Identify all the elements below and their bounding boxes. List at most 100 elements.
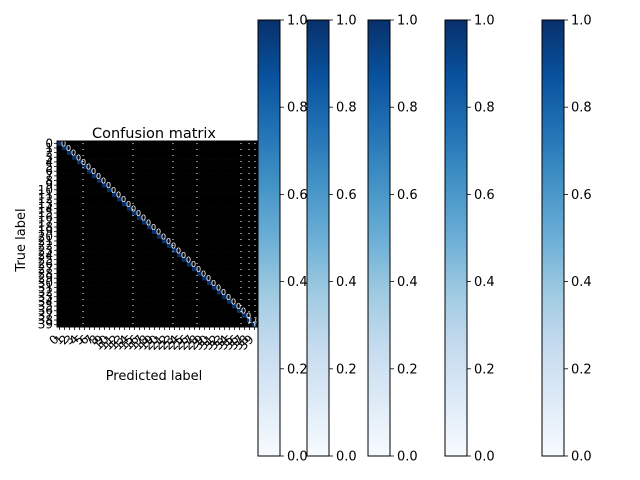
matrix-cell [102, 252, 108, 258]
cell-value-text: 0 [211, 279, 216, 288]
matrix-cell [57, 257, 63, 263]
matrix-cell [182, 275, 188, 281]
matrix-cell [197, 247, 203, 253]
x-axis-label: Predicted label [106, 369, 203, 384]
matrix-cell [82, 243, 88, 249]
matrix-cell [162, 303, 168, 309]
matrix-cell [222, 322, 228, 328]
matrix-cell [242, 220, 248, 225]
cell-value-text: 0 [131, 204, 136, 213]
matrix-cell [157, 210, 163, 216]
matrix-cell [247, 280, 253, 286]
matrix-cell [167, 141, 173, 146]
matrix-cell [82, 280, 88, 286]
matrix-cell [162, 285, 168, 291]
matrix-cell [202, 196, 208, 202]
matrix-cell [172, 141, 178, 146]
matrix-cell [212, 234, 218, 239]
matrix-cell [92, 285, 98, 291]
matrix-cell [142, 271, 148, 277]
matrix-cell [62, 173, 68, 179]
y-tick-label: 2 [45, 146, 53, 160]
matrix-cell [232, 275, 238, 281]
matrix-cell [187, 178, 193, 184]
matrix-cell [132, 150, 138, 156]
matrix-cell [232, 159, 238, 165]
matrix-cell [77, 159, 83, 165]
matrix-cell [102, 294, 108, 300]
matrix-cell [177, 275, 183, 281]
matrix-cell [162, 252, 168, 258]
matrix-cell [67, 289, 73, 295]
matrix-cell [222, 252, 228, 258]
matrix-cell [232, 266, 238, 272]
matrix-cell [217, 220, 223, 225]
matrix-cell [117, 196, 123, 202]
matrix-cell [92, 294, 98, 300]
cell-value-text: 0 [241, 307, 246, 316]
matrix-cell [127, 266, 133, 272]
matrix-cell [252, 145, 258, 151]
matrix-cell [247, 168, 253, 174]
matrix-cell [147, 229, 153, 235]
matrix-cell [137, 317, 143, 323]
matrix-cell [152, 275, 158, 281]
y-tick-label: 22 [38, 239, 53, 253]
y-tick-label: 8 [45, 174, 53, 188]
matrix-cell [162, 294, 168, 300]
matrix-cell [97, 201, 103, 207]
matrix-cell [97, 313, 103, 318]
matrix-cell [162, 313, 168, 318]
matrix-frame [56, 140, 258, 328]
matrix-cell [202, 303, 208, 309]
matrix-cell [62, 154, 68, 160]
matrix-cell [187, 173, 193, 179]
matrix-cell [127, 280, 133, 286]
matrix-cell [172, 182, 178, 188]
matrix-cell [112, 285, 118, 291]
matrix-cell [67, 182, 73, 188]
matrix-cell [252, 215, 258, 221]
matrix-cell [117, 224, 123, 230]
matrix-cell [157, 285, 163, 291]
matrix-cell [122, 308, 128, 314]
matrix-cell [232, 178, 238, 184]
matrix-cell [102, 215, 108, 221]
colorbar-tick-label: 1.0 [397, 14, 418, 29]
matrix-cell [152, 294, 158, 300]
matrix-cell [252, 210, 258, 216]
y-tick-label: 7 [45, 169, 53, 183]
matrix-cell [82, 294, 88, 300]
y-tick-label: 39 [38, 318, 53, 332]
matrix-cell [77, 220, 83, 225]
matrix-cell [177, 224, 183, 230]
y-tick-label: 0 [45, 136, 53, 150]
matrix-cell [102, 271, 108, 277]
matrix-cell [147, 141, 153, 146]
matrix-cell [127, 220, 133, 225]
matrix-cell [117, 168, 123, 174]
matrix-cell [137, 154, 143, 160]
matrix-cell [147, 257, 153, 263]
matrix-cell [232, 299, 238, 305]
matrix-cell [177, 173, 183, 179]
matrix-cell [207, 234, 213, 239]
matrix-cell [142, 313, 148, 318]
matrix-cell [102, 322, 108, 328]
matrix-cell [122, 224, 128, 230]
matrix-cell [67, 220, 73, 225]
matrix-cell [102, 187, 108, 193]
matrix-cell [242, 238, 248, 244]
matrix-cell [97, 257, 103, 263]
matrix-cell [62, 243, 68, 249]
matrix-cell [107, 210, 113, 216]
matrix-cell [72, 266, 78, 272]
matrix-cell [162, 201, 168, 207]
matrix-cell [137, 257, 143, 263]
matrix-cell [182, 313, 188, 318]
matrix-cell [187, 215, 193, 221]
matrix-cell [132, 229, 138, 235]
matrix-cell [242, 243, 248, 249]
matrix-cell [202, 141, 208, 146]
cell-value-text: 0 [236, 302, 241, 311]
